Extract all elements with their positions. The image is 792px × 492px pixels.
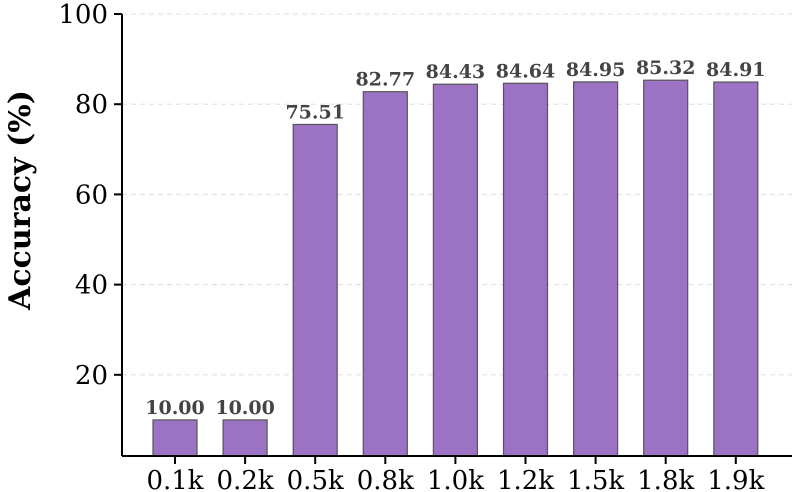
- bars-layer: [152, 79, 759, 457]
- bar-value-label: 85.32: [636, 57, 696, 79]
- data-labels-layer: 10.00 10.00 75.51 82.77 84.43 84.64 84.95 85.32…: [145, 57, 765, 419]
- x-tick-label: 0.1k: [146, 466, 203, 492]
- y-axis-title: Accuracy (%): [3, 90, 38, 311]
- bar-value-label: 82.77: [356, 69, 416, 91]
- x-tick-label: 1.9k: [707, 466, 764, 492]
- x-tick-label: 1.8k: [637, 466, 694, 492]
- bar: [362, 91, 408, 457]
- x-tick-label: 0.5k: [287, 466, 344, 492]
- bar: [572, 81, 619, 457]
- bar: [713, 81, 759, 457]
- x-tick-label: 1.5k: [567, 466, 624, 492]
- y-tick-label: 40: [75, 271, 108, 301]
- y-tick-label: 100: [58, 0, 108, 30]
- bar: [222, 419, 268, 457]
- bar: [152, 419, 198, 457]
- bar-value-label: 84.64: [496, 60, 556, 82]
- bar: [292, 123, 338, 457]
- x-tick-label: 1.0k: [427, 466, 484, 492]
- y-tick-label: 60: [75, 180, 108, 210]
- bar-value-label: 10.00: [145, 397, 205, 419]
- y-tick-label: 20: [75, 361, 108, 391]
- x-tick-label: 0.8k: [357, 466, 414, 492]
- bar-value-label: 84.95: [566, 59, 626, 81]
- y-tick-label: 80: [75, 90, 108, 120]
- bar: [643, 79, 689, 457]
- x-tick-label: 1.2k: [497, 466, 554, 492]
- bar-value-label: 84.43: [426, 61, 486, 83]
- bar-value-label: 84.91: [706, 59, 766, 81]
- bar-value-label: 10.00: [215, 397, 275, 419]
- bar-value-label: 75.51: [285, 101, 345, 123]
- x-tick-label: 0.2k: [217, 466, 274, 492]
- bar: [502, 82, 549, 457]
- axes-layer: 20 40 60 80 100 0.1k 0.2k 0.5k 0.8k 1.0k 1.2k 1.5k 1…: [58, 0, 792, 492]
- bar: [432, 83, 478, 457]
